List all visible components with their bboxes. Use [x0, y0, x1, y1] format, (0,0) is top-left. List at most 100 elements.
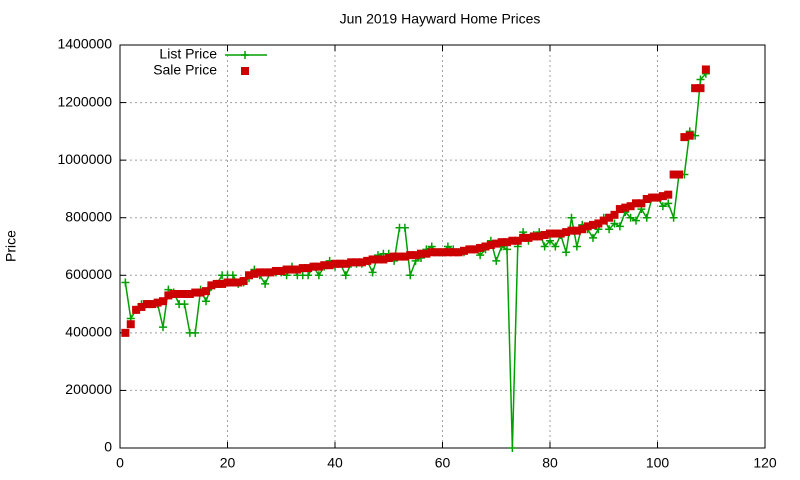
marker: [368, 255, 377, 264]
marker: [331, 259, 339, 268]
marker: [589, 220, 597, 229]
marker: [615, 205, 624, 214]
marker: [519, 233, 528, 242]
marker: [185, 289, 194, 298]
marker: [271, 266, 280, 275]
marker: [207, 281, 216, 290]
marker: [497, 238, 506, 247]
marker: [583, 222, 592, 231]
marker: [599, 216, 608, 225]
marker: [664, 190, 673, 199]
marker: [368, 268, 377, 277]
marker: [648, 193, 657, 202]
marker: [626, 213, 635, 222]
marker: [314, 262, 323, 271]
marker: [298, 264, 307, 273]
plot-border: [119, 44, 766, 449]
marker: [476, 243, 485, 252]
marker: [427, 248, 436, 257]
marker: [626, 202, 635, 211]
marker: [379, 255, 388, 264]
marker: [406, 251, 415, 260]
marker: [164, 291, 173, 300]
marker: [556, 229, 565, 238]
marker: [261, 279, 270, 288]
marker: [411, 251, 420, 260]
marker: [400, 252, 409, 261]
marker: [653, 193, 662, 202]
marker: [546, 229, 554, 238]
marker: [508, 236, 517, 245]
marker: [465, 245, 474, 254]
marker: [460, 246, 468, 255]
marker: [675, 170, 683, 179]
marker: [314, 271, 323, 280]
y-tick-label: 200000: [65, 381, 112, 397]
x-tick-label: 40: [327, 455, 343, 471]
marker: [529, 232, 538, 241]
marker: [680, 133, 689, 142]
marker: [562, 248, 571, 257]
marker: [239, 277, 248, 286]
marker: [357, 258, 366, 267]
marker: [535, 232, 544, 241]
marker: [551, 229, 560, 238]
y-tick-label: 1000000: [57, 151, 112, 167]
marker: [685, 131, 694, 140]
marker: [180, 289, 189, 298]
marker: [605, 225, 614, 234]
marker: [422, 249, 431, 258]
marker: [503, 245, 511, 254]
marker: [169, 289, 178, 298]
marker: [363, 256, 372, 265]
marker: [438, 248, 447, 257]
marker: [433, 248, 442, 257]
marker: [304, 271, 313, 280]
marker: [637, 199, 646, 208]
marker: [669, 170, 678, 179]
marker: [669, 213, 678, 222]
marker: [374, 255, 382, 264]
marker: [325, 261, 334, 270]
marker: [476, 251, 485, 260]
x-tick-label: 80: [542, 455, 558, 471]
marker: [309, 262, 318, 271]
marker: [266, 268, 275, 277]
marker: [664, 199, 673, 208]
marker: [658, 202, 667, 211]
marker: [180, 300, 189, 309]
marker: [562, 228, 571, 237]
marker: [696, 84, 705, 93]
marker: [658, 192, 667, 201]
marker: [121, 278, 130, 287]
marker: [449, 248, 458, 257]
marker: [642, 195, 651, 204]
marker: [202, 287, 210, 296]
marker: [228, 271, 237, 280]
marker: [234, 278, 243, 287]
marker: [261, 268, 270, 277]
legend-marker: [241, 67, 249, 75]
marker: [567, 213, 576, 222]
marker: [137, 302, 146, 311]
marker: [228, 278, 237, 287]
marker: [696, 75, 705, 84]
y-axis-label: Price: [3, 230, 19, 262]
marker: [320, 261, 329, 270]
y-tick-label: 1400000: [57, 36, 112, 52]
marker: [390, 252, 399, 261]
y-tick-label: 1200000: [57, 93, 112, 109]
marker: [540, 230, 549, 239]
marker: [250, 269, 259, 278]
marker: [159, 297, 167, 306]
marker: [212, 279, 221, 288]
marker: [341, 271, 350, 280]
marker: [486, 241, 495, 250]
marker: [304, 264, 313, 273]
marker: [470, 245, 479, 254]
marker: [352, 258, 361, 267]
legend-label: Sale Price: [153, 62, 217, 78]
marker: [540, 242, 549, 251]
marker: [159, 323, 167, 332]
marker: [691, 84, 700, 93]
